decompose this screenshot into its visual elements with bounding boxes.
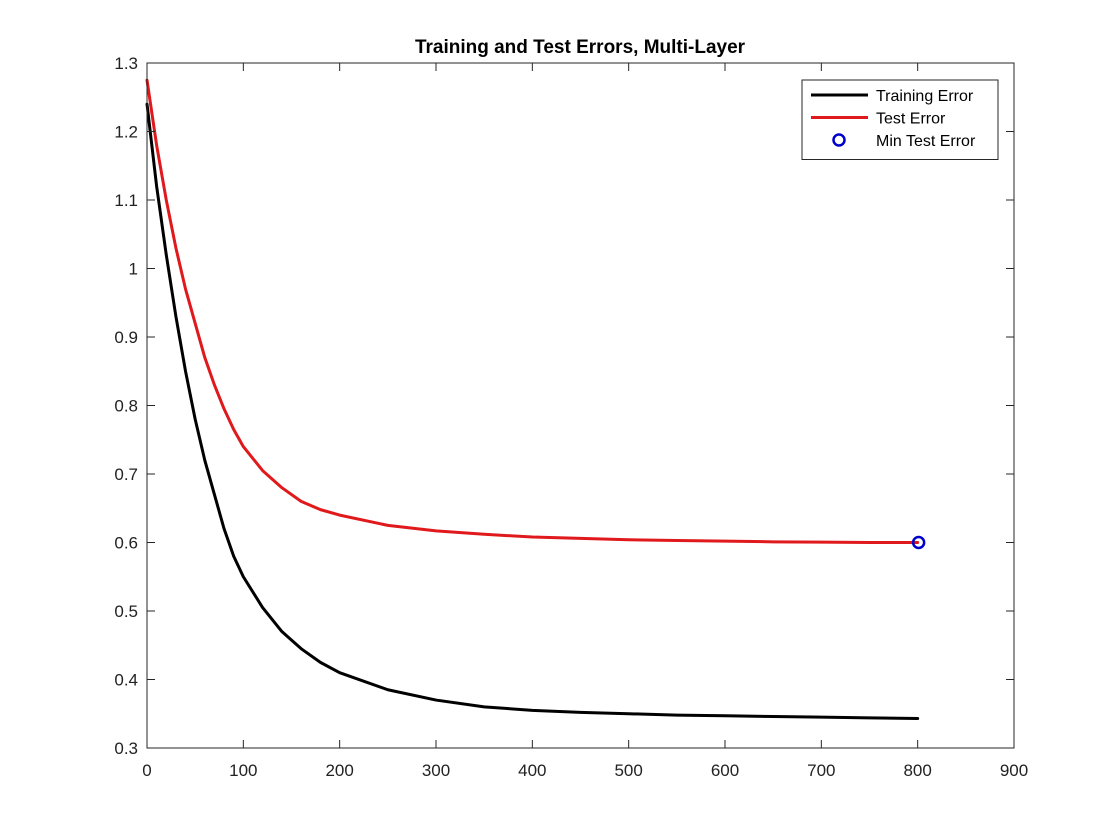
y-tick-label: 1.2 xyxy=(114,123,138,142)
legend-label: Training Error xyxy=(876,88,974,105)
data-point-min-test-error xyxy=(911,535,926,550)
legend-box xyxy=(801,79,999,160)
x-tick-label: 100 xyxy=(229,761,257,780)
y-tick-label: 0.5 xyxy=(114,602,138,621)
y-tick-label: 0.8 xyxy=(114,397,138,416)
x-tick-label: 0 xyxy=(142,761,151,780)
y-tick-label: 1.1 xyxy=(114,191,138,210)
legend-label: Min Test Error xyxy=(876,133,976,150)
series-line-test-error xyxy=(145,78,920,544)
series-layer xyxy=(145,78,926,721)
x-tick-label: 200 xyxy=(325,761,353,780)
x-tick-label: 600 xyxy=(711,761,739,780)
legend: Training Error Test Error Min Test Error xyxy=(801,79,999,160)
legend-label: Test Error xyxy=(876,111,946,128)
y-tick-label: 1.3 xyxy=(114,54,138,73)
series-line-training-error xyxy=(145,102,920,721)
x-tick-label: 300 xyxy=(422,761,450,780)
y-tick-label: 0.4 xyxy=(114,671,138,690)
legend-swatch xyxy=(832,133,846,147)
ticks-layer: 0 100 200 300 400 500 600 700 800 900 0.3 0.4 0.5 0.6… xyxy=(114,54,1028,780)
y-tick-label: 0.9 xyxy=(114,328,138,347)
x-tick-label: 400 xyxy=(518,761,546,780)
x-tick-label: 500 xyxy=(614,761,642,780)
y-tick-label: 0.7 xyxy=(114,465,138,484)
y-tick-label: 1 xyxy=(129,260,138,279)
chart-title: Training and Test Errors, Multi-Layer xyxy=(415,37,746,58)
x-tick-label: 700 xyxy=(807,761,835,780)
y-tick-label: 0.6 xyxy=(114,534,138,553)
x-tick-label: 900 xyxy=(1000,761,1028,780)
y-tick-label: 0.3 xyxy=(114,739,138,758)
x-tick-label: 800 xyxy=(903,761,931,780)
